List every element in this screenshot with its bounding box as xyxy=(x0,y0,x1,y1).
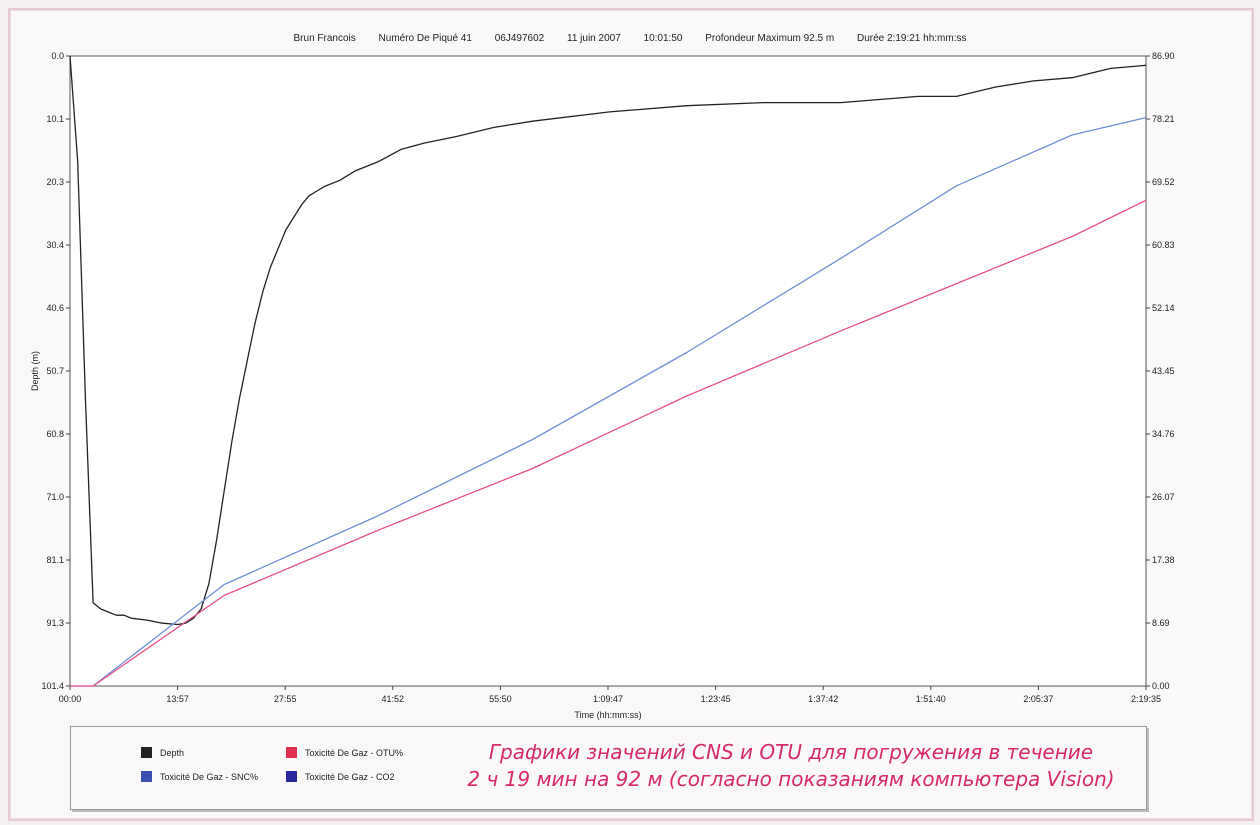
y-right-tick-label: 78.21 xyxy=(1152,114,1175,124)
legend-label-otu: Toxicité De Gaz - OTU% xyxy=(305,747,404,758)
legend-item-otu: Toxicité De Gaz - OTU% xyxy=(286,747,403,758)
legend-label-snc: Toxicité De Gaz - SNC% xyxy=(160,771,259,782)
legend-label-co2: Toxicité De Gaz - CO2 xyxy=(305,771,395,782)
x-tick-label: 2:05:37 xyxy=(1023,694,1053,704)
y-left-tick-label: 40.6 xyxy=(46,303,64,313)
diver-name: Brun Francois xyxy=(293,33,356,44)
x-tick-label: 41:52 xyxy=(382,694,405,704)
x-tick-label: 1:51:40 xyxy=(916,694,946,704)
y-left-tick-label: 30.4 xyxy=(46,240,64,250)
dive-time: 10:01:50 xyxy=(643,33,683,44)
y-left-tick-label: 71.0 xyxy=(46,492,64,502)
series-line-toxicit-de-gaz-snc xyxy=(70,116,1147,687)
legend-swatch-depth xyxy=(141,747,152,758)
y-right-tick-label: 43.45 xyxy=(1152,366,1175,376)
y-left-tick-label: 101.4 xyxy=(41,681,64,691)
y-right-tick-label: 34.76 xyxy=(1152,429,1175,439)
y-left-tick-label: 81.1 xyxy=(46,555,64,565)
series-line-depth xyxy=(69,55,1147,626)
y-right-tick-label: 69.52 xyxy=(1152,177,1175,187)
legend-swatch-co2 xyxy=(286,771,297,782)
legend-item-co2: Toxicité De Gaz - CO2 xyxy=(286,771,395,782)
x-tick-label: 2:19:35 xyxy=(1131,694,1161,704)
y-right-tick-label: 60.83 xyxy=(1152,240,1175,250)
dive-number: Numéro De Piqué 41 xyxy=(378,33,472,44)
dive-duration: Durée 2:19:21 hh:mm:ss xyxy=(856,33,967,44)
legend-box: Depth Toxicité De Gaz - OTU% Toxicité De… xyxy=(70,726,1147,810)
y-right-tick-label: 26.07 xyxy=(1152,492,1175,502)
y-right-tick-label: 0.00 xyxy=(1152,681,1170,691)
legend-label-depth: Depth xyxy=(160,747,185,758)
caption-line-1: Графики значений CNS и OTU для погружени… xyxy=(488,740,1094,764)
legend-swatch-snc xyxy=(141,771,152,782)
x-tick-label: 00:00 xyxy=(59,694,82,704)
y-axis-label: Depth (m) xyxy=(30,351,40,391)
legend-item-snc: Toxicité De Gaz - SNC% xyxy=(141,771,258,782)
y-left-tick-label: 0.0 xyxy=(51,51,64,61)
dive-date: 11 juin 2007 xyxy=(567,33,621,44)
legend-swatch-otu xyxy=(286,747,297,758)
x-tick-label: 13:57 xyxy=(166,694,189,704)
y-right-tick-label: 52.14 xyxy=(1152,303,1175,313)
series-line-toxicit-de-gaz-otu xyxy=(70,199,1147,687)
caption: Графики значений CNS и OTU для погружени… xyxy=(446,739,1136,793)
y-left-tick-label: 10.1 xyxy=(46,114,64,124)
y-right-tick-label: 86.90 xyxy=(1152,51,1175,61)
device-serial: 06J497602 xyxy=(494,33,545,44)
max-depth: Profondeur Maximum 92.5 m xyxy=(705,33,835,44)
x-axis-label: Time (hh:mm:ss) xyxy=(574,710,641,720)
caption-line-2: 2 ч 19 мин на 92 м (согласно показаниям … xyxy=(467,767,1115,791)
x-tick-label: 1:37:42 xyxy=(808,694,838,704)
x-tick-label: 1:09:47 xyxy=(593,694,623,704)
y-left-tick-label: 50.7 xyxy=(46,366,64,376)
x-tick-label: 55:50 xyxy=(489,694,512,704)
y-right-tick-label: 17.38 xyxy=(1152,555,1175,565)
y-left-tick-label: 20.3 xyxy=(46,177,64,187)
y-left-tick-label: 91.3 xyxy=(46,618,64,628)
legend-item-depth: Depth xyxy=(141,747,184,758)
x-tick-label: 27:55 xyxy=(274,694,297,704)
y-left-tick-label: 60.8 xyxy=(46,429,64,439)
chart-header: Brun Francois Numéro De Piqué 41 06J4976… xyxy=(0,33,1260,44)
plot-area xyxy=(69,55,1147,687)
x-tick-label: 1:23:45 xyxy=(701,694,731,704)
y-right-tick-label: 8.69 xyxy=(1152,618,1170,628)
